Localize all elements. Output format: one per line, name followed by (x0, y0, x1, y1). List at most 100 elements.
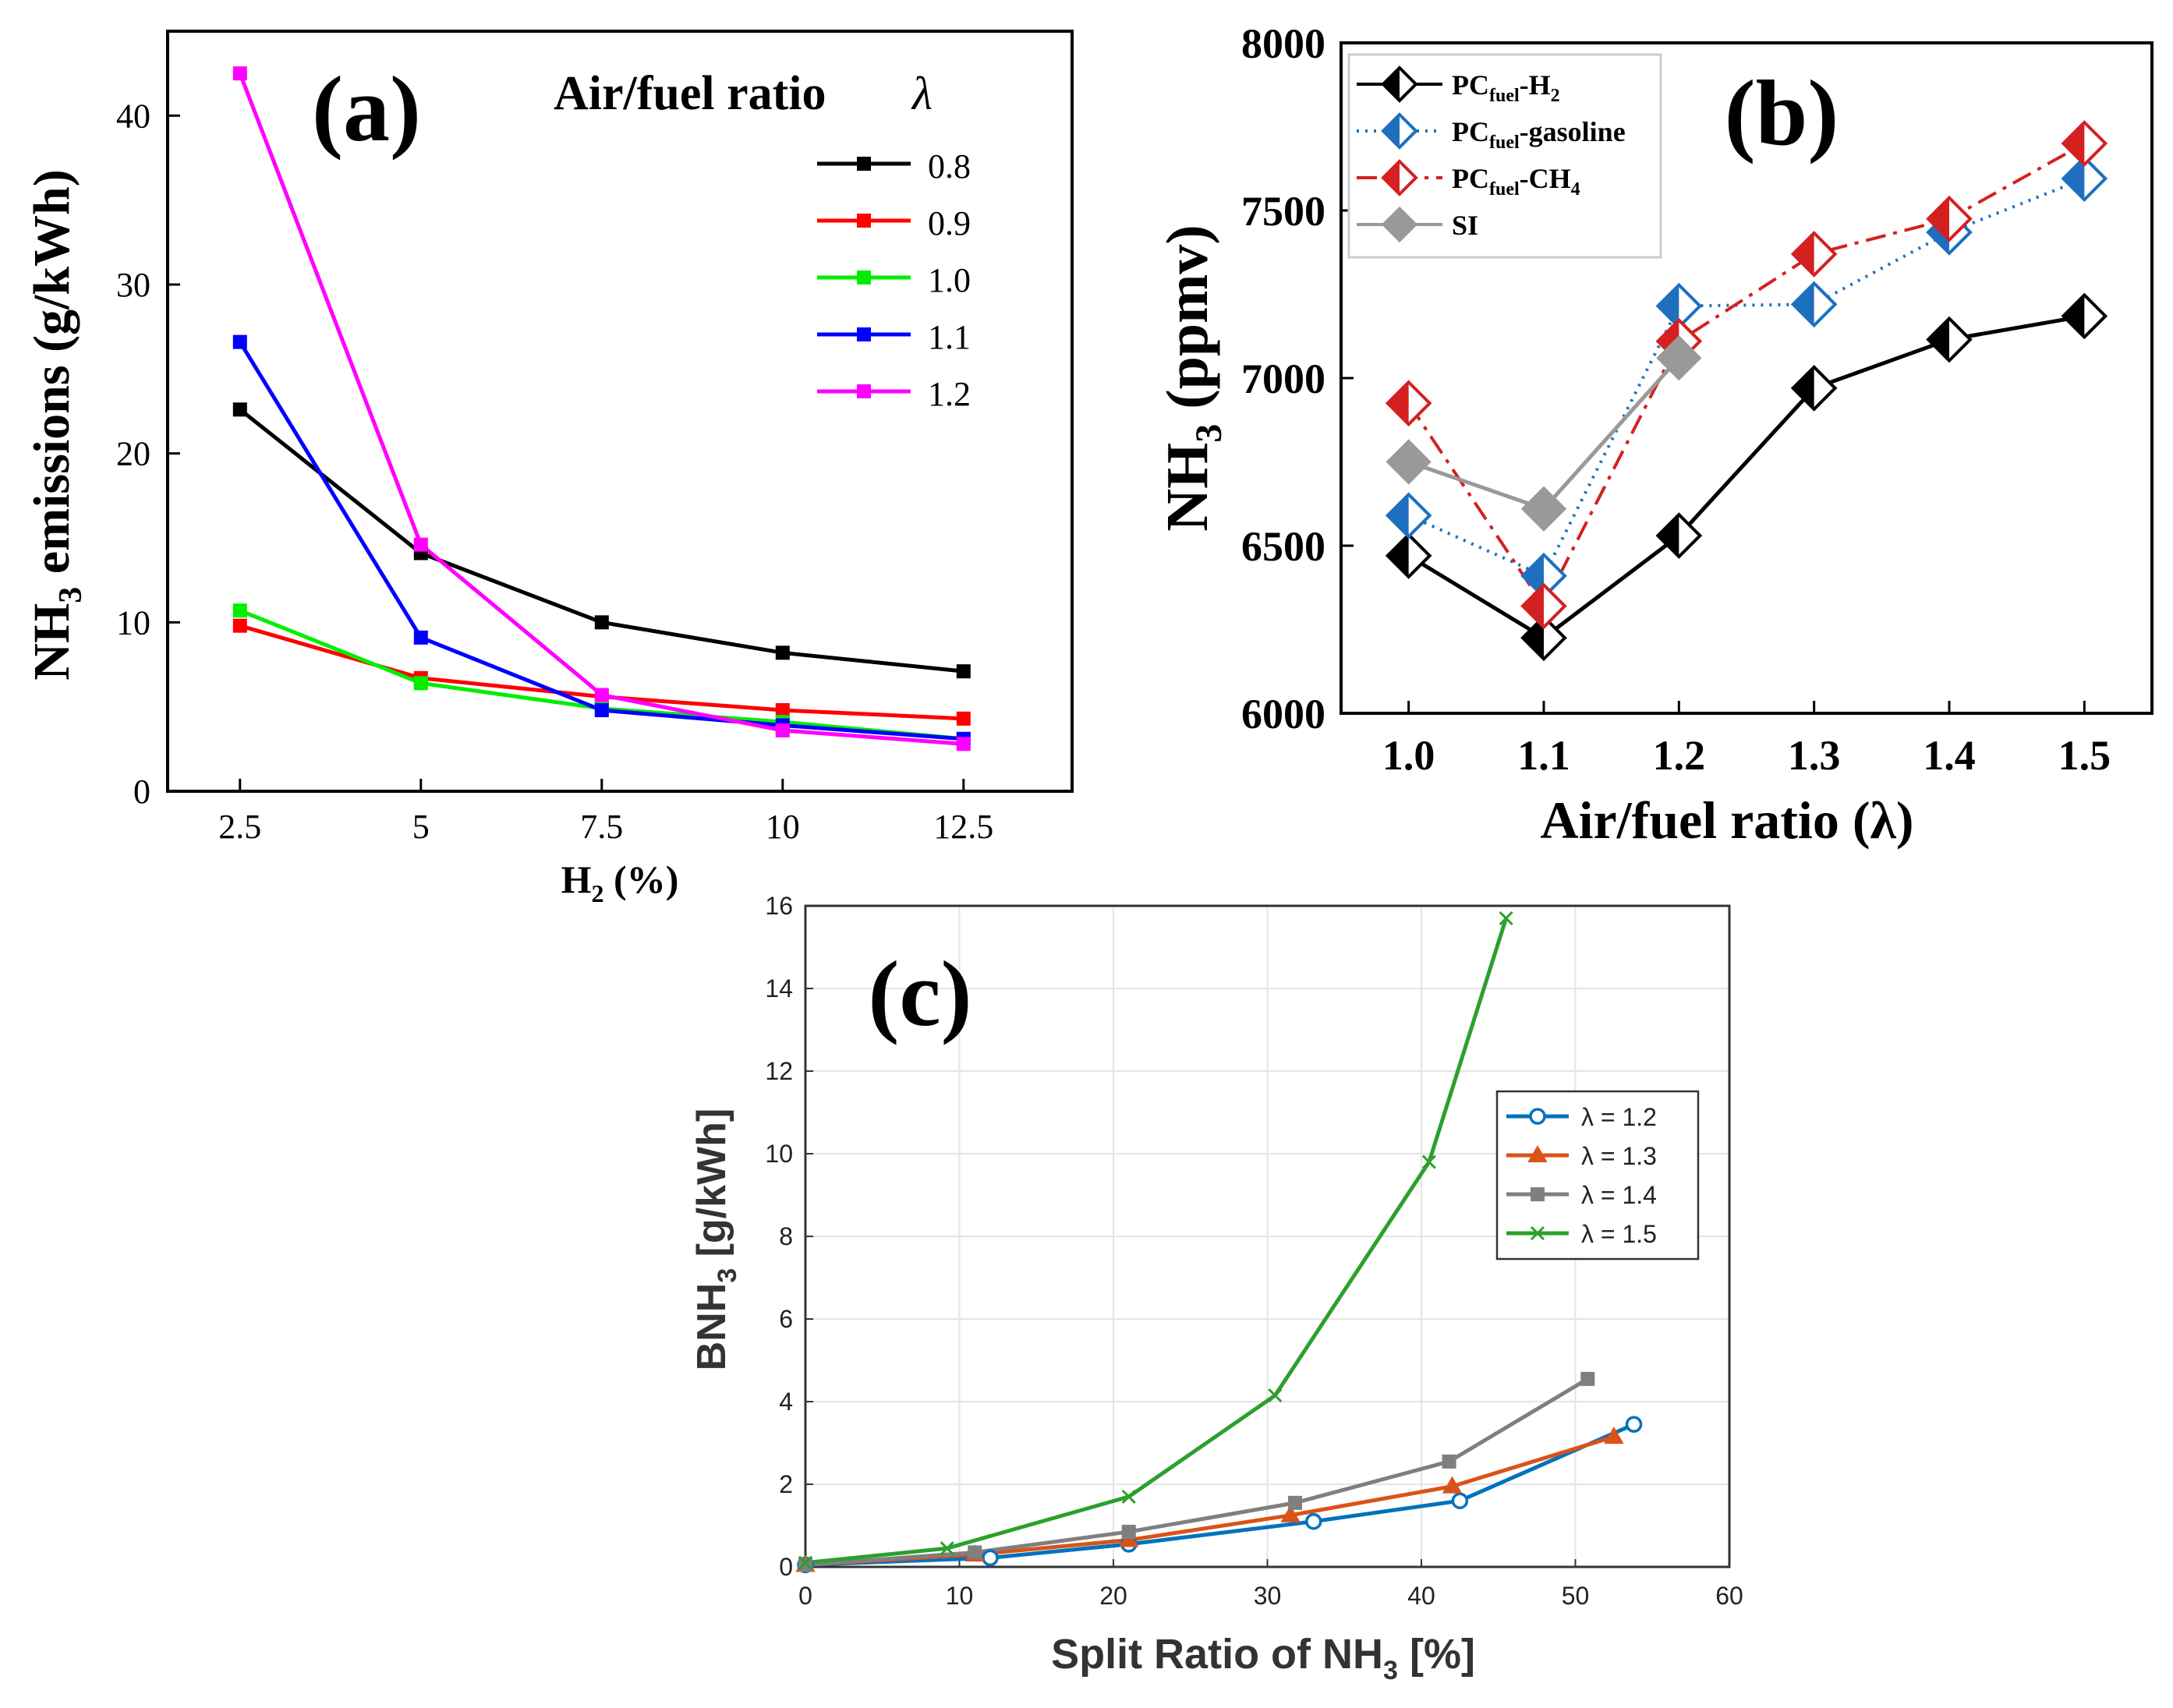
panel-c-ytick-label: 12 (765, 1057, 793, 1085)
panel-c-xtick-label: 0 (798, 1582, 812, 1610)
panel-c-ytick-label: 2 (779, 1470, 793, 1498)
panel-c-point (1280, 1505, 1301, 1522)
panel-a-point (413, 676, 428, 691)
panel-a-point (413, 630, 428, 645)
panel-c-point (1442, 1454, 1456, 1469)
panel-c-legend-marker (1529, 1108, 1546, 1125)
panel-c-xtick-label: 20 (1099, 1582, 1127, 1610)
panel-c-series-line (805, 1422, 1635, 1567)
panel-a-point (775, 645, 790, 660)
panel-a-point (956, 664, 971, 679)
panel-b-label: (b) (1725, 61, 1839, 164)
panel-b-point (1385, 492, 1432, 539)
panel-b-point (1385, 532, 1432, 579)
panel-a-ytick-label: 10 (116, 603, 150, 642)
panel-c-xtick-label: 10 (946, 1582, 974, 1610)
panel-c-point (1119, 1529, 1139, 1547)
panel-c-lines (805, 918, 1635, 1567)
panel-c-point (1499, 911, 1513, 925)
panel-a-xtick-label: 5 (412, 808, 430, 846)
panel-c-ytick-label: 14 (765, 974, 793, 1003)
panel-b-diamond-half (1383, 161, 1400, 194)
panel-b-diamond-half (1793, 232, 1814, 275)
panel-b-point (1520, 582, 1567, 630)
panel-a-point (232, 603, 247, 618)
panel-a-ylabel: NH3 emissions (g/kWh) (23, 169, 89, 680)
panel-b-diamond-half (1523, 617, 1544, 660)
panel-a-legend-marker (857, 327, 871, 341)
panel-b-diamond-half (1658, 285, 1679, 327)
panel-c-ytick-label: 8 (779, 1222, 793, 1250)
panel-c-legend-marker (1531, 1187, 1545, 1201)
panel-c-ylabel: BNH3 [g/kWh] (689, 1109, 742, 1371)
panel-b-diamond-half (1523, 554, 1544, 597)
panel-a-ytick-label: 40 (116, 97, 150, 135)
panel-a-legend-marker (857, 384, 871, 398)
panel-c-ytick-label: 10 (765, 1140, 793, 1168)
panel-a-legend-label: 1.0 (928, 261, 971, 299)
panel-b-diamond-half (1793, 283, 1814, 326)
panel-b-ylabel: NH3 (ppmv) (1155, 225, 1230, 531)
panel-c-point (1451, 1492, 1469, 1509)
panel-c-legend-label: λ = 1.2 (1581, 1103, 1657, 1131)
panel-b-legend-marker (1381, 65, 1418, 103)
panel-c-ytick-label: 0 (779, 1553, 793, 1581)
panel-b-point (1520, 614, 1567, 662)
panel-b-point (2061, 155, 2108, 202)
panel-c-point (968, 1545, 982, 1560)
panel-b-diamond-half (1928, 318, 1949, 361)
panel-b-xtick-label: 1.3 (1788, 732, 1841, 779)
panel-b-xlabel: Air/fuel ratio (λ) (1540, 790, 1913, 850)
panel-b-diamond-full (1520, 486, 1567, 532)
panel-b-legend: PCfuel-H2 PCfuel-gasoline PCfuel-CH4 SI (1357, 65, 1626, 243)
panel-a-series-line (239, 408, 964, 674)
panel-b-diamond-half (1793, 366, 1814, 409)
panel-a-legend-label: 1.2 (928, 375, 971, 413)
panel-c-point (1604, 1427, 1624, 1445)
panel-b-legend-label: PCfuel-gasoline (1452, 116, 1626, 153)
panel-c-legend-marker (1527, 1145, 1548, 1162)
panel-a-ytick-label: 30 (116, 266, 150, 304)
panel-c-points (795, 911, 1643, 1574)
panel-a-series-line (238, 72, 964, 746)
panel-a-xtick-label: 10 (766, 808, 800, 846)
panel-c-legend-label: λ = 1.4 (1581, 1181, 1657, 1209)
panel-a-series-line (239, 608, 964, 741)
panel-c-point (1305, 1512, 1322, 1530)
panel-b-diamond-half (2063, 157, 2085, 200)
panel-c-point (1121, 1524, 1136, 1539)
panel-a-point (956, 711, 971, 726)
panel-c-point (982, 1549, 999, 1567)
panel-b-ticks: 1.0 1.1 1.2 1.3 1.4 1.5 6000 6500 7000 7500 8000 (1241, 20, 2111, 779)
panel-b-diamond-full (1381, 206, 1418, 243)
panel-b-ytick-label: 6000 (1241, 691, 1325, 737)
panel-c-point (1268, 1388, 1283, 1403)
panel-a-legend-lambda: λ (911, 68, 933, 119)
panel-a-ticks: 2.5 5 7.5 10 12.5 0 10 20 30 40 (116, 97, 993, 846)
panel-b-diamond-half (1387, 382, 1409, 425)
panel-b-point (1655, 512, 1703, 559)
panel-a-lines (238, 72, 964, 746)
panel-b-point (1520, 486, 1567, 532)
panel-c-point (1625, 1416, 1643, 1433)
panel-a-point (956, 737, 971, 751)
panel-a-point (232, 618, 247, 633)
panel-a-legend-label: 0.8 (928, 147, 971, 186)
panel-b-point (1386, 439, 1432, 485)
panel-a-point (413, 537, 428, 552)
panel-c-xlabel: Split Ratio of NH3 [%] (1051, 1631, 1475, 1685)
panel-a-ytick-label: 0 (133, 773, 150, 811)
panel-a-legend-marker (857, 157, 871, 171)
panel-b-ytick-label: 6500 (1241, 523, 1325, 570)
panel-c-point (1121, 1489, 1136, 1504)
panel-c-ytick-label: 4 (779, 1388, 793, 1416)
panel-c-xtick-label: 60 (1715, 1582, 1743, 1610)
panel-b-diamond-half (1383, 115, 1400, 147)
panel-c-point (1442, 1476, 1463, 1494)
panel-a-point (594, 615, 609, 630)
panel-b-legend-marker (1381, 159, 1418, 196)
panel-b: 1.0 1.1 1.2 1.3 1.4 1.5 6000 6500 7000 7500 8000 (… (1155, 20, 2154, 850)
panel-c-point (798, 1555, 813, 1570)
panel-b-diamond-half (1387, 534, 1409, 577)
